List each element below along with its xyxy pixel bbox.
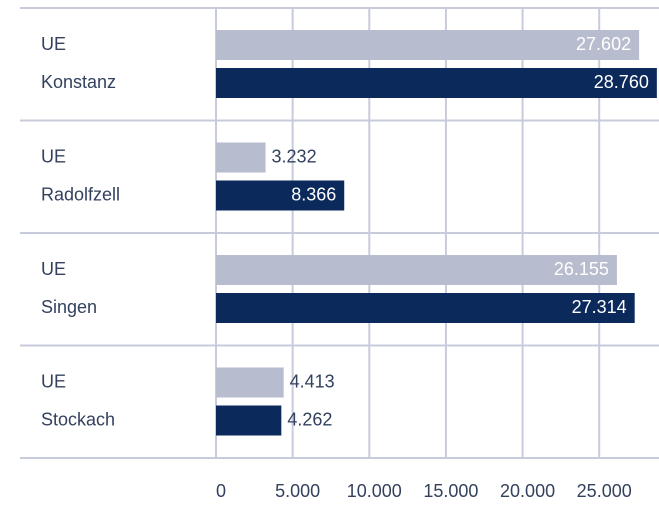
- x-tick-label: 10.000: [347, 481, 402, 501]
- value-label: 4.413: [290, 371, 335, 391]
- bar: [216, 142, 266, 173]
- category-label: UE: [41, 34, 66, 54]
- x-tick-label: 25.000: [577, 481, 632, 501]
- bar: [216, 30, 640, 60]
- value-label: 3.232: [272, 146, 317, 166]
- x-tick-label: 5.000: [275, 481, 320, 501]
- category-label: Konstanz: [41, 72, 116, 92]
- x-tick-label: 0: [216, 481, 226, 501]
- value-label: 4.262: [287, 409, 332, 429]
- bar: [216, 180, 345, 211]
- bar: [216, 68, 657, 98]
- category-label: Singen: [41, 297, 97, 317]
- value-label: 26.155: [554, 259, 609, 279]
- bar: [216, 293, 635, 323]
- x-tick-label: 20.000: [500, 481, 555, 501]
- category-label: Stockach: [41, 409, 115, 429]
- value-label: 27.314: [572, 297, 627, 317]
- value-label: 8.366: [291, 184, 336, 204]
- category-label: UE: [41, 146, 66, 166]
- category-label: UE: [41, 259, 66, 279]
- bar: [216, 405, 282, 436]
- category-label: Radolfzell: [41, 184, 120, 204]
- category-label: UE: [41, 371, 66, 391]
- bar: [216, 367, 284, 398]
- value-label: 28.760: [594, 72, 649, 92]
- value-label: 27.602: [576, 34, 631, 54]
- x-tick-label: 15.000: [423, 481, 478, 501]
- bar: [216, 255, 617, 285]
